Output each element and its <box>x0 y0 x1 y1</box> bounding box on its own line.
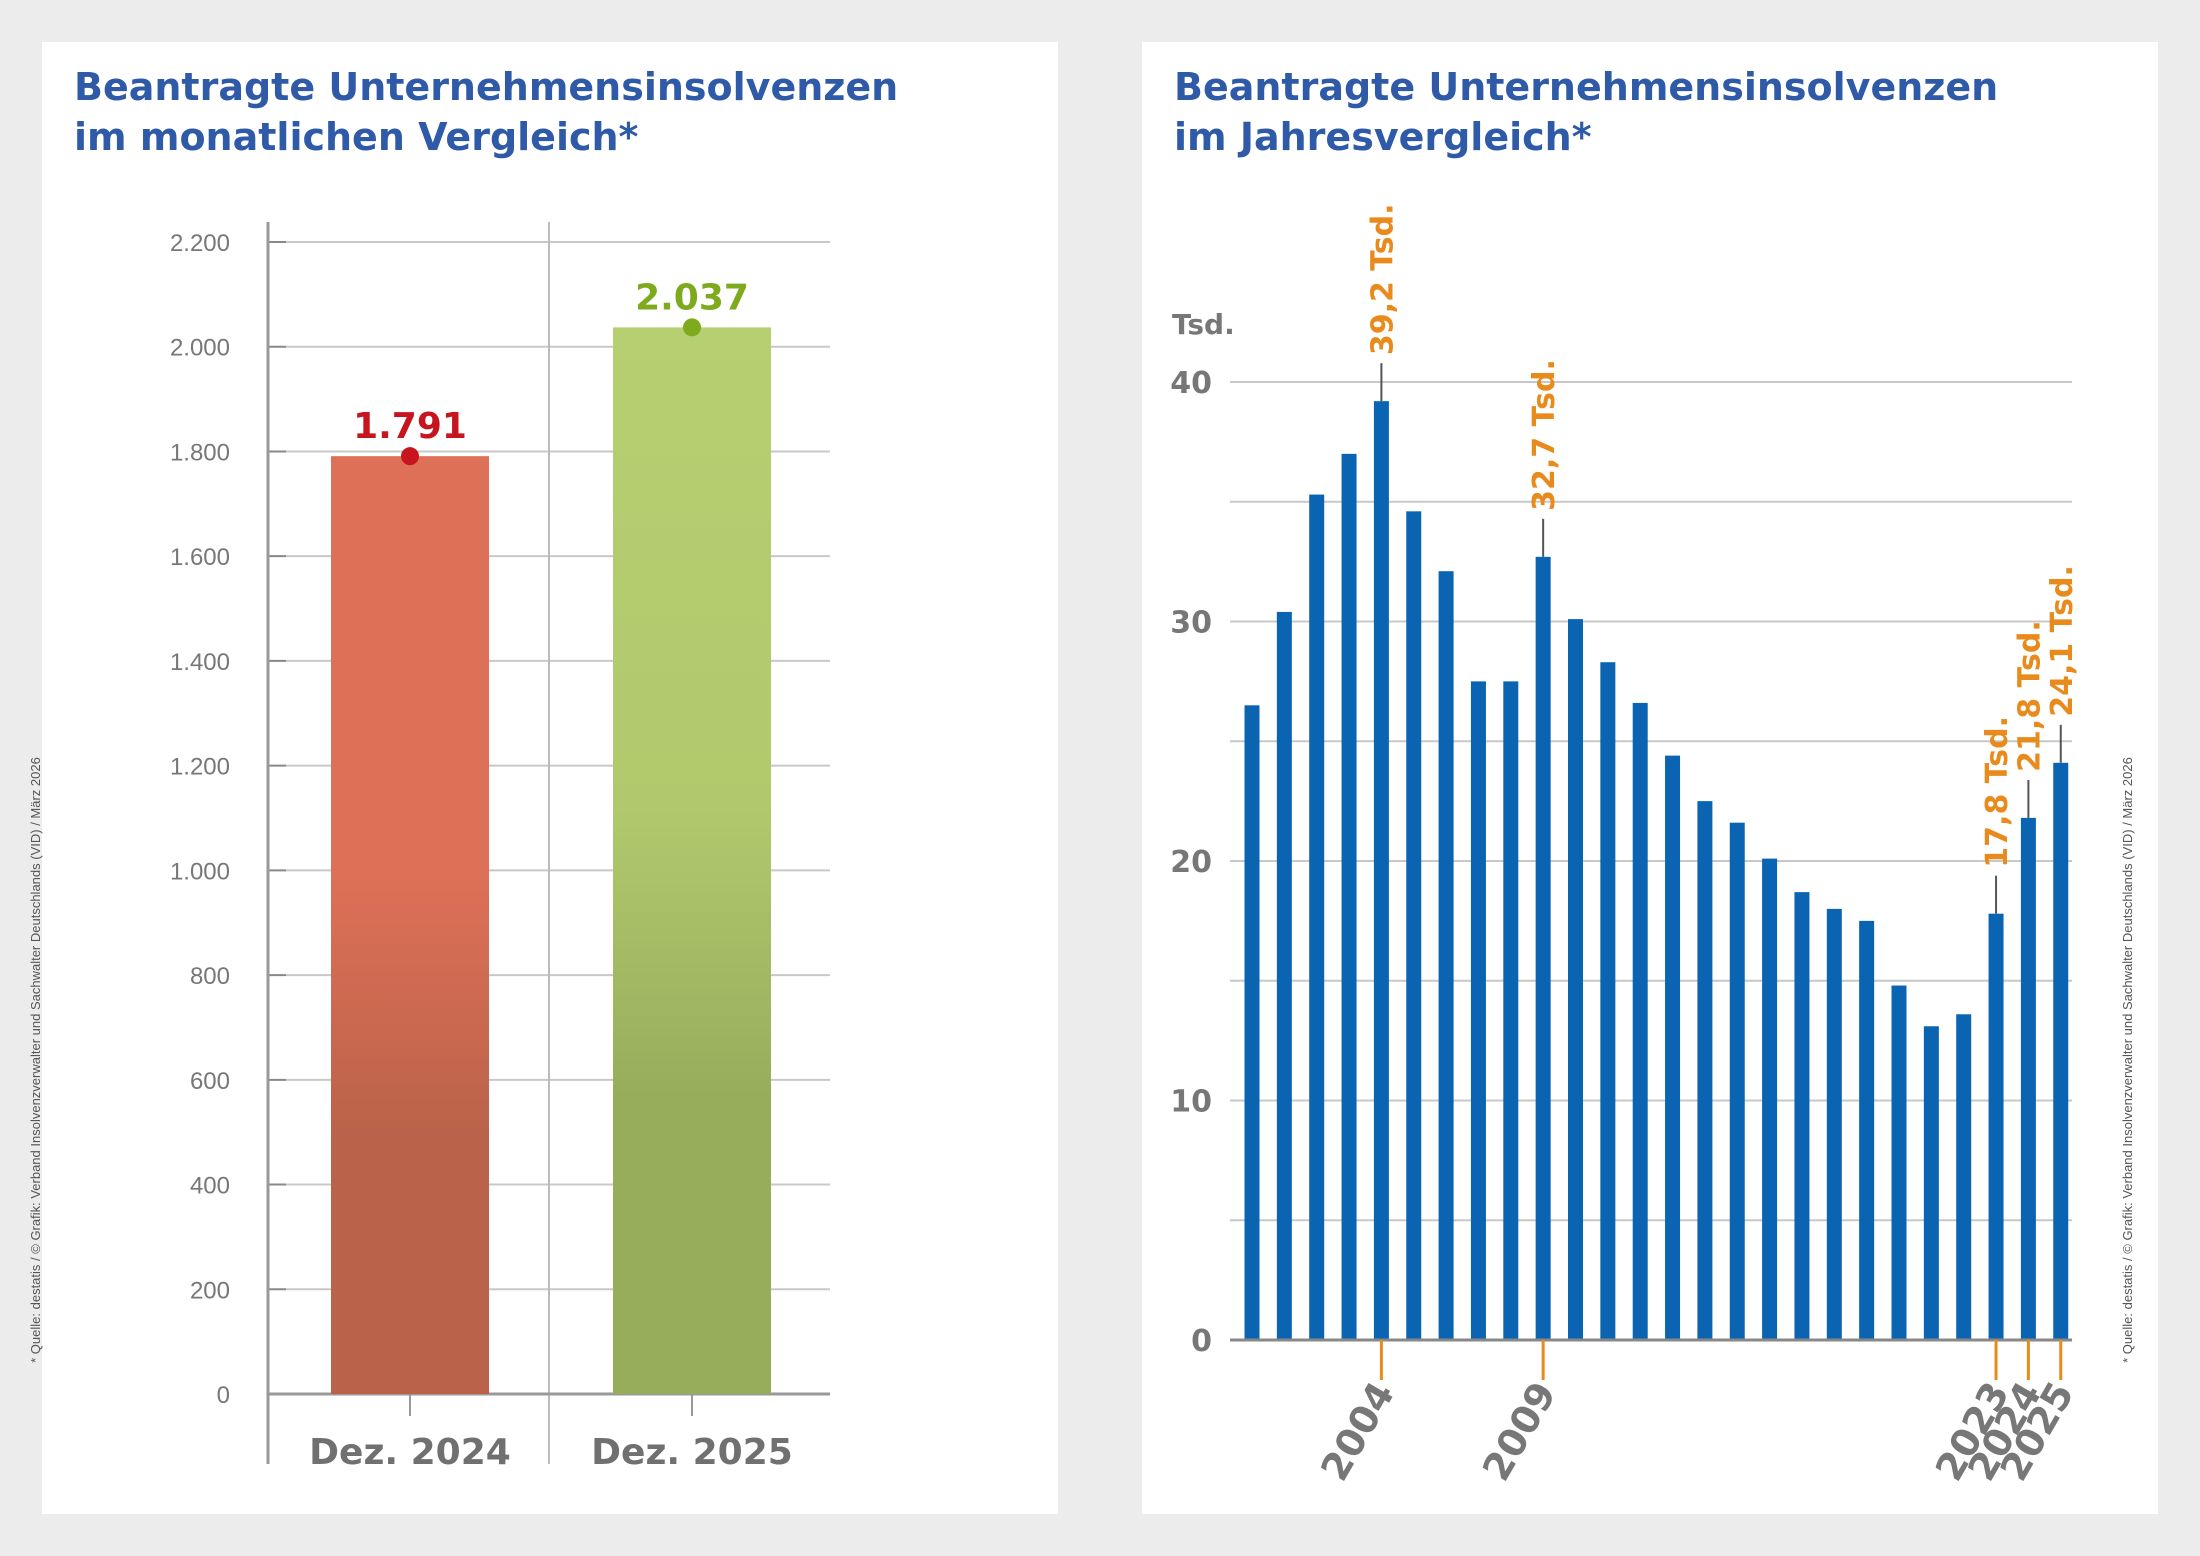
bar-2002 <box>1309 494 1325 1340</box>
bar-2001 <box>1276 611 1292 1340</box>
bar-2025 <box>2053 762 2069 1340</box>
category-label: Dez. 2024 <box>309 1432 511 1473</box>
bar-2006 <box>1438 571 1454 1340</box>
bar-2023 <box>1988 913 2004 1340</box>
annotation-label-2024: 21,8 Tsd. <box>2012 620 2047 772</box>
x-tick-label-2009: 2009 <box>1474 1375 1565 1489</box>
bar-2021 <box>1923 1026 1939 1340</box>
y-tick-label: 30 <box>1170 606 1212 641</box>
y-tick-label: 400 <box>190 1173 230 1200</box>
bar-2020 <box>1891 985 1907 1340</box>
value-label: 2.037 <box>635 277 749 318</box>
yearly-title-line1: Beantragte Unternehmensinsolvenzen <box>1174 65 1999 109</box>
bar-2005 <box>1406 511 1422 1341</box>
y-tick-label: 0 <box>217 1382 230 1409</box>
source-note-right: * Quelle: destatis / © Grafik: Verband I… <box>2120 757 2135 1363</box>
y-tick-label: 0 <box>1191 1324 1212 1359</box>
monthly-comparison-panel: Beantragte Unternehmensinsolvenzen im mo… <box>42 42 1058 1514</box>
y-tick-label: 2.000 <box>170 335 230 362</box>
yearly-title-line2: im Jahresvergleich* <box>1174 115 1592 159</box>
source-note-left: * Quelle: destatis / © Grafik: Verband I… <box>28 757 43 1363</box>
y-tick-label: 800 <box>190 963 230 990</box>
y-tick-label: 1.200 <box>170 754 230 781</box>
bar-2008 <box>1503 681 1519 1340</box>
annotation-label-2023: 17,8 Tsd. <box>1980 716 2015 868</box>
annotation-label-2025: 24,1 Tsd. <box>2045 565 2080 717</box>
annotation-label-2009: 32,7 Tsd. <box>1527 359 1562 511</box>
value-marker <box>683 318 701 337</box>
bar-2017 <box>1794 892 1810 1340</box>
bar-2014 <box>1697 801 1713 1340</box>
y-tick-label: 600 <box>190 1068 230 1095</box>
value-label: 1.791 <box>353 406 467 447</box>
monthly-title-line2: im monatlichen Vergleich* <box>74 115 639 159</box>
bar-2015 <box>1729 822 1745 1340</box>
y-axis-unit-label: Tsd. <box>1172 308 1235 341</box>
yearly-comparison-panel: Beantragte Unternehmensinsolvenzen im Ja… <box>1142 42 2158 1514</box>
bar-2011 <box>1600 662 1616 1340</box>
y-tick-label: 1.800 <box>170 439 230 466</box>
y-tick-label: 1.000 <box>170 858 230 885</box>
bar-2024 <box>2020 817 2036 1340</box>
bar-2007 <box>1470 681 1486 1340</box>
yearly-bar-chart: Tsd. 0 10 20 30 40 39,2 Tsd. 32,7 Tsd. 17,8 Tsd.… <box>1170 203 2082 1489</box>
bar-2019 <box>1859 920 1875 1340</box>
bar-2016 <box>1762 858 1778 1340</box>
bar-2003 <box>1341 453 1357 1341</box>
y-tick-label: 10 <box>1170 1085 1212 1120</box>
yearly-chart-title: Beantragte Unternehmensinsolvenzen im Ja… <box>1174 62 1998 162</box>
annotation-label-2004: 39,2 Tsd. <box>1365 203 1400 355</box>
monthly-chart-title: Beantragte Unternehmensinsolvenzen im mo… <box>74 62 898 162</box>
bar-2012 <box>1632 702 1648 1340</box>
bar-2004 <box>1373 401 1389 1340</box>
bar-2009 <box>1535 556 1551 1340</box>
bar-2000 <box>1244 705 1260 1340</box>
value-marker <box>401 447 419 466</box>
bar-2018 <box>1826 908 1842 1340</box>
monthly-title-line1: Beantragte Unternehmensinsolvenzen <box>74 65 899 109</box>
y-tick-label: 200 <box>190 1277 230 1304</box>
y-tick-label: 2.200 <box>170 230 230 257</box>
bar-2010 <box>1568 619 1583 1340</box>
bar-dez-2024 <box>331 456 489 1395</box>
y-tick-label: 1.400 <box>170 649 230 676</box>
y-tick-label: 1.600 <box>170 544 230 571</box>
x-tick-label-2004: 2004 <box>1312 1375 1403 1489</box>
y-tick-label: 20 <box>1170 845 1212 880</box>
y-tick-label: 40 <box>1170 366 1212 401</box>
category-label: Dez. 2025 <box>591 1432 793 1473</box>
bar-2022 <box>1956 1014 1972 1340</box>
bar-dez-2025 <box>613 327 771 1394</box>
monthly-bar-chart: 0 200 400 600 800 1.000 1.200 1.400 1.600 1.800 2.… <box>170 222 830 1473</box>
bar-2013 <box>1665 755 1681 1340</box>
